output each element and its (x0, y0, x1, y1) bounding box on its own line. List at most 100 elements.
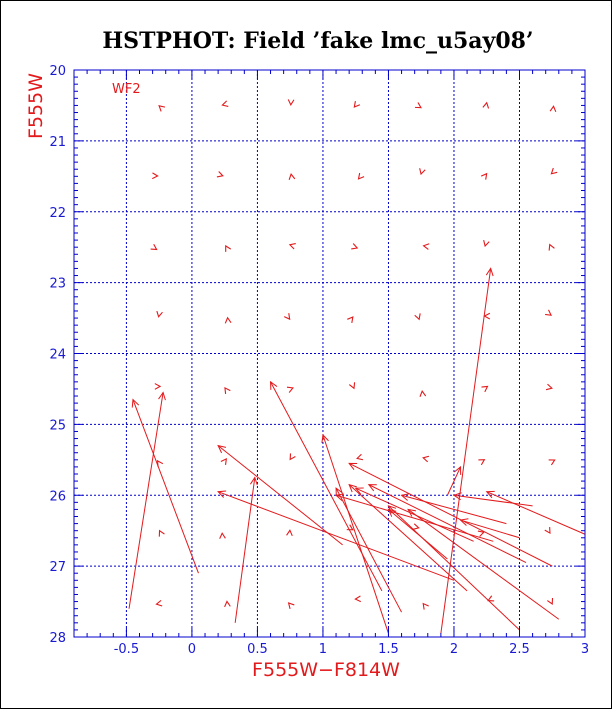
vector-arrowhead (354, 487, 364, 495)
input-star-marker (354, 595, 362, 603)
chart-title: HSTPHOT: Field ’fake lmc_u5ay08’ (102, 28, 533, 54)
grid-lines (74, 70, 585, 637)
input-star-marker (288, 172, 296, 180)
input-star-marker (419, 390, 427, 397)
input-star-marker (287, 99, 295, 106)
vector-arrowhead (217, 444, 227, 454)
vector-line (388, 509, 448, 560)
y-axis-title: F555W (25, 73, 47, 139)
vector-arrowhead (131, 398, 140, 408)
input-star-marker (353, 101, 361, 108)
x-tick-label: 2.5 (509, 642, 530, 657)
x-axis-title: F555W−F814W (252, 659, 400, 681)
vector-line (460, 519, 520, 539)
y-tick-label: 23 (49, 277, 66, 292)
input-star-marker (288, 242, 296, 250)
vector-line (388, 505, 520, 631)
vector-line (217, 445, 343, 546)
input-star-marker (547, 597, 554, 606)
input-star-marker (283, 313, 291, 321)
x-tick-label: 3 (581, 642, 589, 657)
vector-arrowhead (459, 518, 469, 526)
input-star-marker (224, 386, 231, 394)
input-star-marker (219, 532, 226, 539)
input-star-marker (351, 243, 359, 250)
vector-arrowhead (400, 493, 410, 501)
vector-arrowhead (348, 483, 357, 493)
input-star-marker (224, 600, 231, 608)
input-star-marker (545, 383, 553, 391)
vector-arrowhead (367, 484, 377, 492)
vector-arrowhead (269, 380, 278, 390)
vector-line (407, 509, 560, 620)
input-star-marker (544, 527, 551, 535)
input-star-marker (289, 453, 296, 461)
input-star-marker (545, 309, 552, 316)
input-star-marker (156, 310, 163, 318)
input-star-marker (286, 386, 294, 393)
y-tick-label: 28 (49, 631, 66, 646)
input-star-marker (286, 529, 293, 537)
x-tick-label: 2 (450, 642, 458, 657)
input-star-marker (347, 316, 354, 324)
input-star-marker (155, 599, 163, 607)
y-tick-label: 25 (49, 418, 66, 433)
vector-line (368, 484, 527, 564)
vector-line (322, 434, 389, 634)
y-tick-label: 21 (49, 135, 66, 150)
input-star-marker (483, 240, 490, 248)
panel-label: WF2 (112, 82, 141, 97)
input-star-marker (356, 453, 364, 461)
x-tick-label: 1 (319, 642, 327, 657)
y-tick-label: 20 (49, 64, 66, 79)
input-star-marker (414, 313, 421, 321)
input-star-marker (348, 382, 356, 390)
input-star-marker (220, 457, 227, 465)
vector-line (234, 477, 256, 623)
input-star-marker (158, 529, 165, 537)
input-star-marker (419, 168, 426, 176)
vector-arrowhead (454, 465, 462, 475)
vector-line (335, 494, 494, 542)
input-star-marker (150, 243, 158, 251)
vector-arrowhead (249, 476, 258, 486)
axis-ticks: -0.5 0 0.5 1 1.5 2 2.5 3 20 21 22 23 24 25 26 27 28 (49, 64, 589, 657)
input-markers (150, 99, 558, 610)
x-tick-label: 1.5 (378, 642, 399, 657)
vector-arrowhead (452, 492, 462, 501)
vector-arrowhead (321, 433, 329, 444)
input-star-marker (225, 244, 232, 252)
y-tick-label: 22 (49, 206, 66, 221)
input-star-marker (152, 172, 159, 180)
vector-line (486, 491, 586, 535)
vector-arrowhead (348, 462, 358, 471)
vector-line (348, 462, 553, 567)
input-star-marker (154, 383, 162, 390)
vector-line (401, 494, 507, 525)
vector-arrowhead (485, 267, 494, 277)
input-star-marker (548, 243, 555, 251)
input-star-marker (158, 105, 166, 112)
input-star-marker (483, 312, 491, 320)
vector-line (270, 381, 383, 592)
vector-arrowhead (158, 391, 166, 401)
input-star-marker (549, 105, 557, 113)
input-star-marker (487, 595, 495, 602)
vector-line (217, 491, 455, 581)
input-star-marker (477, 530, 485, 537)
input-star-marker (216, 171, 224, 178)
vector-line (453, 494, 533, 507)
input-star-marker (224, 316, 232, 324)
y-tick-label: 27 (49, 560, 66, 575)
vector-arrowhead (334, 493, 345, 501)
vector-arrowhead (485, 490, 495, 499)
x-tick-label: -0.5 (114, 642, 139, 657)
x-tick-label: 0 (188, 642, 196, 657)
vector-arrowhead (407, 508, 417, 517)
input-star-marker (480, 172, 488, 180)
input-star-marker (481, 385, 489, 393)
x-tick-label: 0.5 (247, 642, 268, 657)
input-star-marker (422, 455, 430, 463)
input-star-marker (414, 102, 422, 109)
